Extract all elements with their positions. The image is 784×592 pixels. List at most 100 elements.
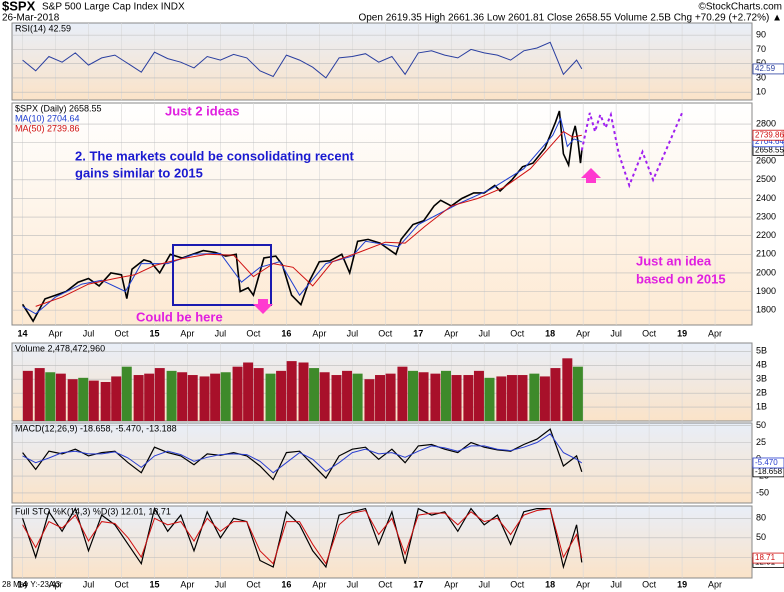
series-line <box>580 111 684 189</box>
bar <box>529 373 540 421</box>
panel: 2800270026002500240023002200210020001900… <box>11 102 784 326</box>
value-tag: 18.71 <box>755 553 776 562</box>
overlay: Just 2 ideas 2. The markets could be con… <box>75 103 726 324</box>
bar <box>55 373 66 421</box>
y-tick-label: 1800 <box>756 304 776 314</box>
annotation: 2. The markets could be consolidating re… <box>75 148 355 163</box>
bar <box>451 375 462 421</box>
bar <box>232 366 243 421</box>
y-tick-label: 30 <box>756 72 766 82</box>
value-tag-box <box>752 129 784 141</box>
panel-background <box>11 422 753 504</box>
y-tick-label: 25 <box>756 437 766 447</box>
y-tick-label: 1900 <box>756 286 776 296</box>
date: 26-Mar-2018 <box>2 13 60 24</box>
y-tick-label: -50 <box>756 487 769 497</box>
bar <box>177 372 188 421</box>
panel-label: RSI(14) 42.59 <box>15 23 71 33</box>
x-tick-label: Apr <box>180 328 194 338</box>
bar <box>352 373 363 421</box>
x-tick-label: Oct <box>114 579 129 589</box>
legend-entry: MA(10) 2704.64 <box>15 113 80 123</box>
value-tag: 2704.64 <box>755 137 784 146</box>
bar <box>88 380 99 421</box>
x-tick-label: Apr <box>708 328 722 338</box>
value-tag-box <box>752 457 784 469</box>
x-tick-label: Oct <box>510 579 525 589</box>
bar <box>430 373 441 421</box>
bar <box>342 370 353 421</box>
value-tag: 2658.55 <box>755 145 784 154</box>
bar <box>298 362 309 421</box>
x-tick-label: 16 <box>281 328 291 338</box>
bar <box>78 377 89 421</box>
x-tick-label: Apr <box>180 579 194 589</box>
bar <box>265 373 276 421</box>
y-tick-label: 70 <box>756 44 766 54</box>
bar <box>397 366 408 421</box>
y-tick-label: 2800 <box>756 118 776 128</box>
annotation: Just an idea <box>636 253 712 268</box>
x-tick-label: Jul <box>478 579 490 589</box>
x-tick-label: Oct <box>246 579 261 589</box>
bar <box>473 370 484 421</box>
y-tick-label: 50 <box>756 420 766 430</box>
y-tick-label: 2200 <box>756 230 776 240</box>
value-tag-box <box>752 63 784 75</box>
panel-background <box>11 22 753 101</box>
legend-entry: MA(50) 2739.86 <box>15 123 80 133</box>
y-tick-label: 80 <box>756 513 766 523</box>
x-tick-label: Oct <box>378 328 393 338</box>
x-tick-label: Jul <box>610 328 622 338</box>
y-tick-label: 2100 <box>756 249 776 259</box>
x-tick-label: Apr <box>444 328 458 338</box>
x-tick-label: Jul <box>347 328 359 338</box>
y-tick-label: 2B <box>756 388 767 398</box>
panel: 805020Full STO %K(14,3) %D(3) 12.01, 18.… <box>11 505 784 579</box>
value-tag: 2739.86 <box>755 130 784 139</box>
bar <box>463 375 474 421</box>
annotation: Just 2 ideas <box>165 103 239 118</box>
bar <box>243 362 254 421</box>
panel: 90 70 50 30 10 RSI(14) 42.59 42.59 <box>11 22 784 101</box>
x-tick-label: 18 <box>545 328 555 338</box>
annotation: based on 2015 <box>636 271 726 286</box>
index-name: S&P 500 Large Cap Index INDX <box>42 2 185 13</box>
bar <box>331 375 342 421</box>
panel-label: Volume 2,478,472,960 <box>15 343 105 353</box>
x-tick-label: Oct <box>510 328 525 338</box>
bar <box>408 370 418 421</box>
x-tick-label: 18 <box>545 579 555 589</box>
bar <box>506 375 517 421</box>
value-tag: -18.658 <box>755 467 783 476</box>
ohlc: Open 2619.35 High 2661.36 Low 2601.81 Cl… <box>358 13 782 24</box>
x-tick-label: Apr <box>576 328 590 338</box>
value-tag-box <box>752 552 784 564</box>
y-tick-label: 4B <box>756 360 767 370</box>
y-tick-label: 3B <box>756 374 767 384</box>
x-tick-label: Oct <box>642 328 657 338</box>
x-tick-label: Oct <box>246 328 261 338</box>
x-tick-label: Jul <box>478 328 490 338</box>
value-tag: -5.470 <box>755 458 778 467</box>
x-tick-label: 14 <box>18 328 28 338</box>
y-tick-label: 2500 <box>756 174 776 184</box>
bar <box>375 375 386 421</box>
bar <box>418 372 429 421</box>
bar <box>210 373 221 421</box>
bar <box>440 370 451 421</box>
bar <box>539 376 550 421</box>
y-tick-label: 5B <box>756 346 767 356</box>
bar <box>496 376 507 421</box>
series-line <box>35 130 582 307</box>
series-line <box>22 41 583 79</box>
bar <box>562 358 573 421</box>
bar <box>220 372 231 421</box>
y-tick-label: 2400 <box>756 193 776 203</box>
x-tick-label: Oct <box>114 328 129 338</box>
bar <box>484 377 495 421</box>
y-tick-label: 10 <box>756 87 766 97</box>
x-tick-label: Apr <box>312 328 326 338</box>
highlight-box <box>172 244 272 306</box>
x-tick-label: 15 <box>149 328 159 338</box>
